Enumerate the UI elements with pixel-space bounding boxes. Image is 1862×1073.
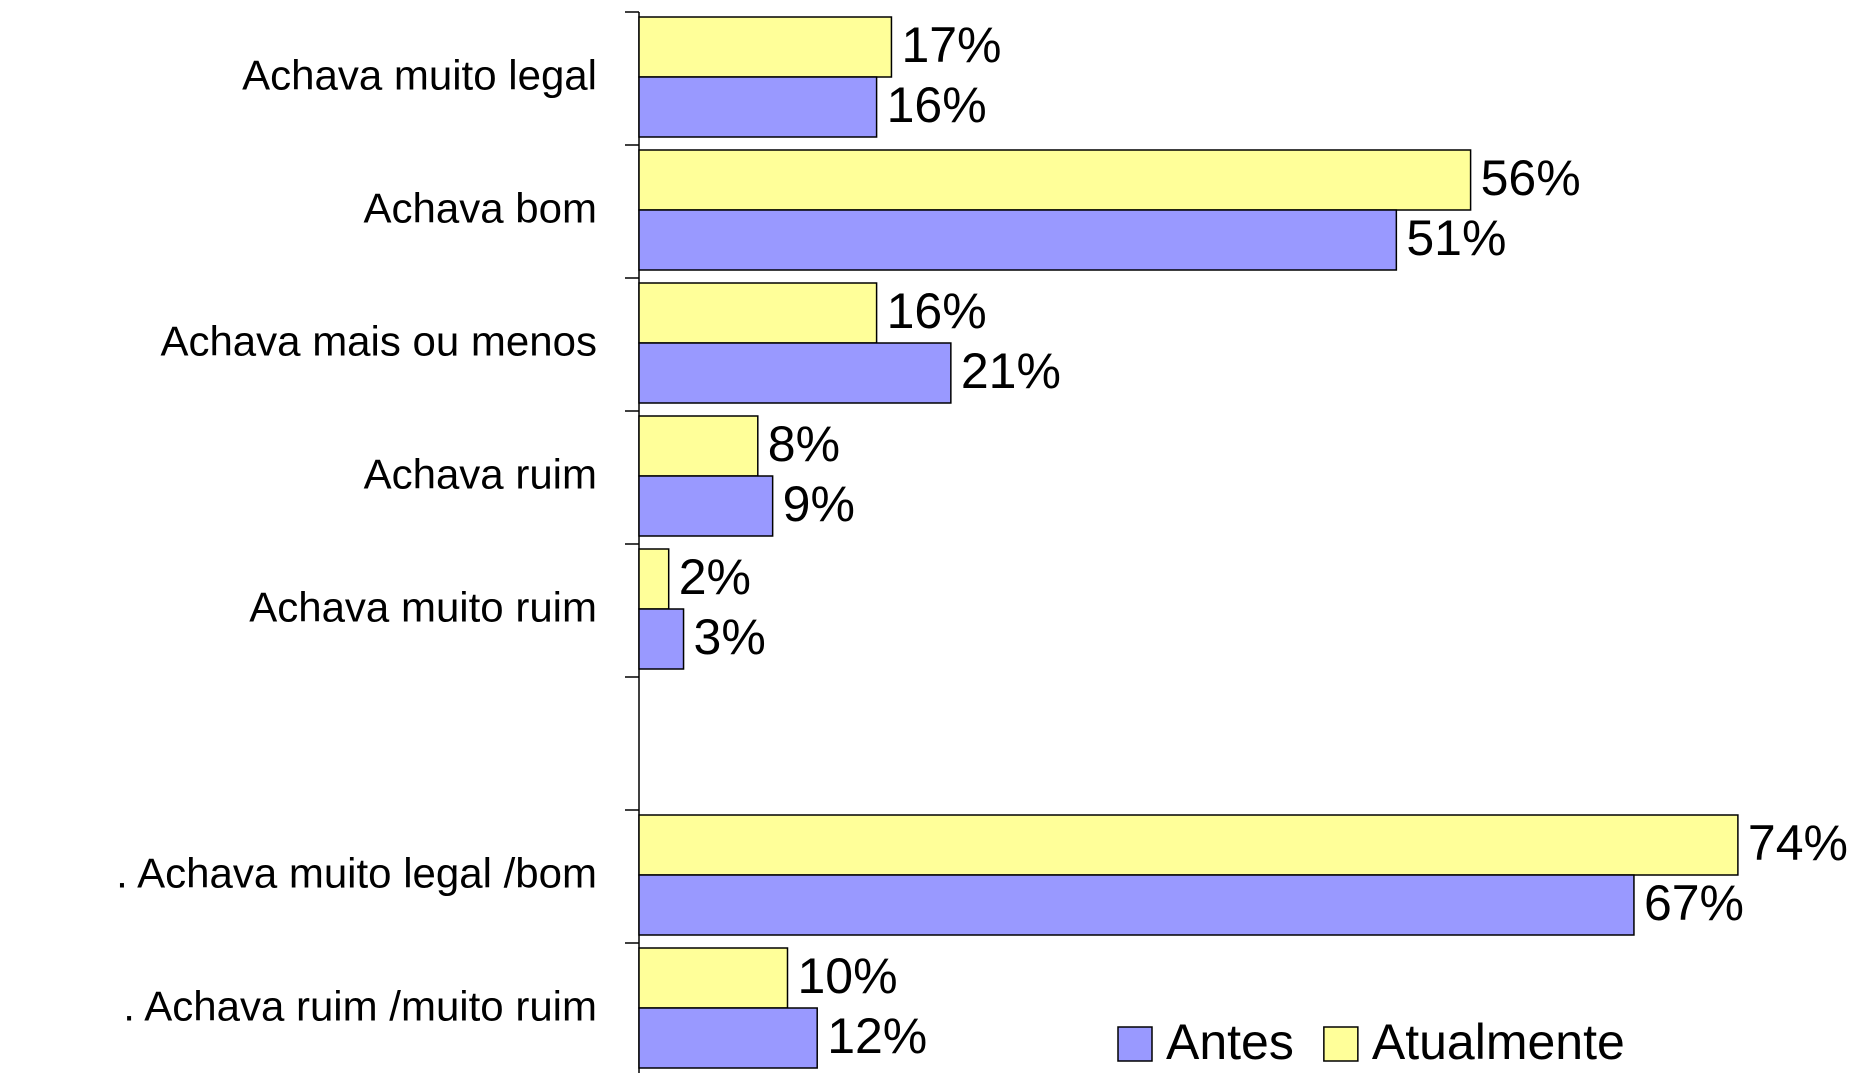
category-label: Achava bom xyxy=(364,185,597,232)
bar xyxy=(638,76,878,138)
value-label: 51% xyxy=(1406,210,1506,266)
category-label: Achava muito ruim xyxy=(249,584,597,631)
bar xyxy=(638,814,1739,876)
category-label: . Achava ruim /muito ruim xyxy=(123,983,597,1030)
bar xyxy=(638,548,670,610)
value-label: 16% xyxy=(887,77,987,133)
legend-swatch xyxy=(1117,1026,1153,1062)
bar xyxy=(638,209,1398,271)
bar xyxy=(638,475,774,537)
value-label: 12% xyxy=(827,1008,927,1064)
category-label: Achava mais ou menos xyxy=(160,318,597,365)
bar xyxy=(638,342,952,404)
value-label: 67% xyxy=(1644,875,1744,931)
value-label: 56% xyxy=(1481,150,1581,206)
legend-label: Antes xyxy=(1166,1014,1294,1070)
value-label: 10% xyxy=(798,948,898,1004)
value-label: 8% xyxy=(768,416,840,472)
bar xyxy=(638,1007,818,1069)
legend-label: Atualmente xyxy=(1372,1014,1625,1070)
category-label: Achava ruim xyxy=(364,451,597,498)
bar xyxy=(638,415,759,477)
bar xyxy=(638,16,893,78)
bar xyxy=(638,874,1635,936)
value-label: 16% xyxy=(887,283,987,339)
value-label: 9% xyxy=(783,476,855,532)
bar xyxy=(638,947,789,1009)
bar xyxy=(638,282,878,344)
category-label: Achava muito legal xyxy=(242,52,597,99)
legend-swatch xyxy=(1323,1026,1359,1062)
value-label: 74% xyxy=(1748,815,1848,871)
value-label: 3% xyxy=(694,609,766,665)
value-label: 21% xyxy=(961,343,1061,399)
category-label: . Achava muito legal /bom xyxy=(116,850,597,897)
bar xyxy=(638,149,1472,211)
bar xyxy=(638,608,685,670)
value-label: 2% xyxy=(679,549,751,605)
value-label: 17% xyxy=(901,17,1001,73)
